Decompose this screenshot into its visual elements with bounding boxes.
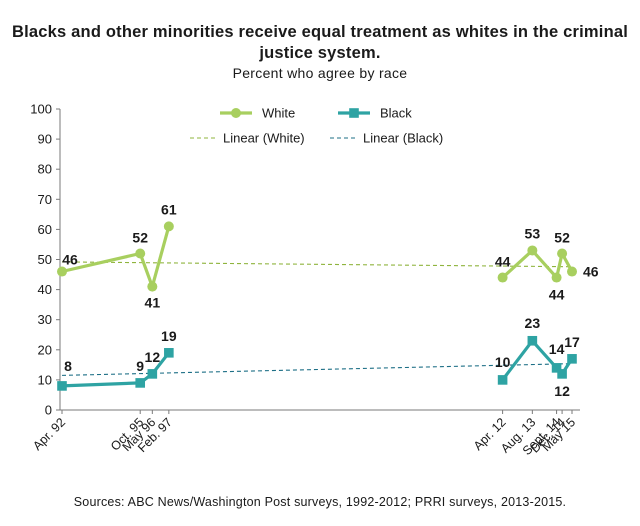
data-label-white: 52 [132, 229, 148, 245]
legend-label-black: Black [380, 106, 412, 121]
point-white [527, 245, 538, 256]
y-tick-label: 70 [38, 192, 52, 207]
y-tick-label: 60 [38, 222, 52, 237]
point-white [57, 266, 67, 277]
point-black [527, 335, 538, 346]
legend-label-trend-white: Linear (White) [223, 131, 305, 146]
y-tick-label: 40 [38, 282, 52, 297]
legend-marker-white [231, 108, 241, 118]
point-black [57, 381, 67, 391]
data-label-black: 12 [554, 383, 570, 399]
data-label-white: 44 [495, 254, 511, 270]
point-black [164, 348, 174, 358]
point-black [135, 378, 146, 388]
chart-subtitle: Percent who agree by race [232, 65, 408, 81]
legend-label-trend-black: Linear (Black) [363, 131, 443, 146]
data-label-white: 44 [549, 287, 565, 303]
y-tick-label: 100 [30, 102, 52, 117]
trendline-black [61, 363, 573, 376]
point-black [551, 363, 562, 373]
y-tick-label: 0 [45, 403, 52, 418]
data-label-white: 61 [161, 201, 177, 217]
point-white [135, 248, 146, 259]
data-label-black: 17 [564, 334, 580, 350]
trendline-white [61, 261, 573, 268]
y-tick-label: 10 [38, 372, 52, 387]
y-tick-label: 20 [38, 342, 52, 357]
legend-label-white: White [262, 106, 295, 121]
point-white [551, 272, 562, 283]
point-white [147, 281, 158, 292]
data-label-white: 41 [145, 295, 161, 311]
x-tick-label: Apr. 92 [30, 415, 68, 453]
data-label-black: 9 [136, 358, 144, 374]
data-label-black: 8 [64, 358, 72, 374]
series-markers [57, 221, 577, 391]
y-tick-label: 90 [38, 132, 52, 147]
legend: White Black Linear (White) Linear (Black) [190, 106, 443, 146]
data-label-black: 10 [495, 354, 511, 370]
chart-title: Blacks and other minorities receive equa… [11, 23, 629, 62]
data-label-black: 23 [525, 315, 541, 331]
trendlines [61, 261, 573, 376]
y-tick-label: 30 [38, 312, 52, 327]
series-line-white [60, 224, 171, 289]
data-label-black: 19 [161, 328, 177, 344]
point-white [557, 248, 568, 259]
data-label-white: 53 [525, 225, 541, 241]
legend-marker-black [349, 108, 359, 118]
data-label-white: 46 [62, 252, 78, 268]
point-white [567, 266, 577, 277]
point-black [147, 369, 158, 379]
data-label-white: 52 [554, 229, 570, 245]
series-line-black [60, 351, 171, 388]
point-black [557, 369, 567, 379]
axes: 0 10 20 30 40 50 60 70 80 90 100 [30, 102, 580, 418]
point-black [497, 375, 508, 385]
source-note: Sources: ABC News/Washington Post survey… [73, 495, 567, 509]
y-tick-label: 80 [38, 162, 52, 177]
data-label-black: 14 [549, 341, 565, 357]
y-tick-label: 50 [38, 252, 52, 267]
point-white [163, 221, 174, 232]
data-label-black: 12 [145, 349, 161, 365]
point-white [497, 272, 508, 283]
data-label-white: 46 [583, 264, 599, 280]
point-black [567, 354, 577, 364]
